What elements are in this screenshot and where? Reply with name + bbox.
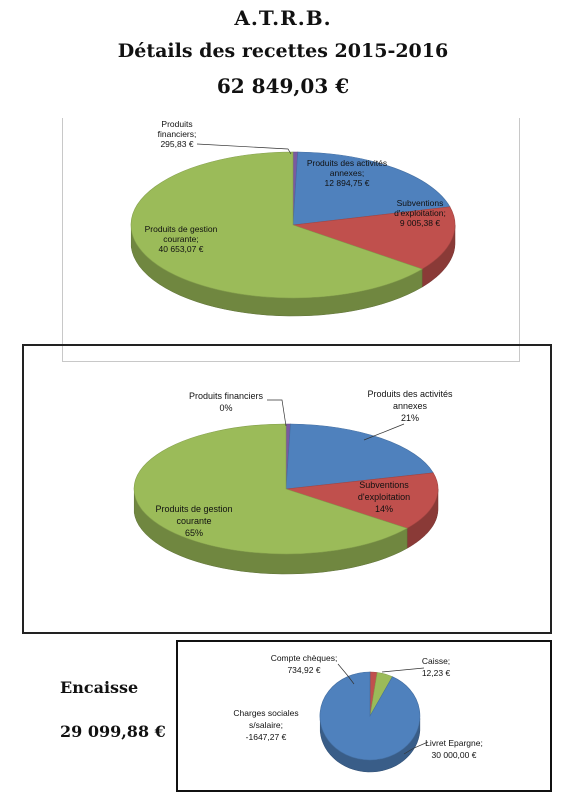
leader-annexes-pct (363, 423, 405, 441)
chart-amounts: Produits financiers; 295,83 € Produits des … (130, 119, 456, 317)
pie-slice-2-3 (319, 671, 421, 761)
leader-caisse (381, 667, 425, 673)
pie-slice-1-3 (133, 423, 408, 555)
pie-label-2-2: Charges sociales s/salaire; -1647,27 € (233, 708, 298, 742)
pie-label-0-1: Produits des activités annexes; 12 894,75 … (307, 158, 387, 188)
leader-livret (403, 741, 429, 755)
page-title: Détails des recettes 2015-2016 (117, 40, 449, 62)
leader-financiers (196, 143, 292, 155)
pie-slice-1-2 (285, 472, 439, 529)
pie-label-1-1: Produits des activités annexes 21% (367, 389, 453, 423)
chart-amounts-panel: Produits financiers; 295,83 € Produits des … (62, 118, 520, 362)
pie-label-1-3: Produits de gestion courante 65% (155, 504, 232, 538)
pie-slice-0-3 (130, 151, 423, 299)
encaisse-label: Encaisse (60, 678, 139, 697)
pie-label-1-2: Subventions d'exploitation 14% (358, 480, 410, 514)
pie-label-2-3: Livret Epargne; 30 000,00 € (425, 738, 483, 760)
chart-percent-panel: Produits financiers 0% Produits des activi… (22, 344, 552, 634)
pie-slice-1-1 (285, 423, 434, 490)
pie-label-2-0: Caisse; 12,23 € (422, 656, 451, 678)
chart-encaisse-panel: Compte chèques; 734,92 € Caisse; 12,23 € Cha… (176, 640, 552, 792)
pie-slice-0-1 (292, 151, 451, 226)
chart-encaisse: Compte chèques; 734,92 € Caisse; 12,23 € Cha… (233, 653, 483, 773)
pie-label-0-2: Subventions d'exploitation; 9 005,38 € (394, 198, 446, 228)
leader-financiers-pct (267, 399, 287, 427)
chart-percent: Produits financiers 0% Produits des activi… (133, 389, 453, 575)
pie-slice-0-2 (292, 206, 456, 270)
pie-label-1-0: Produits financiers 0% (189, 391, 264, 413)
pie-label-2-1: Compte chèques; 734,92 € (271, 653, 338, 675)
encaisse-value: 29 099,88 € (60, 722, 166, 741)
leader-compte (337, 663, 355, 685)
pie-label-0-0: Produits financiers; 295,83 € (158, 119, 197, 149)
total-amount: 62 849,03 € (216, 74, 350, 98)
pie-label-0-3: Produits de gestion courante; 40 653,07 € (145, 224, 218, 254)
org-title: A.T.R.B. (234, 6, 332, 30)
